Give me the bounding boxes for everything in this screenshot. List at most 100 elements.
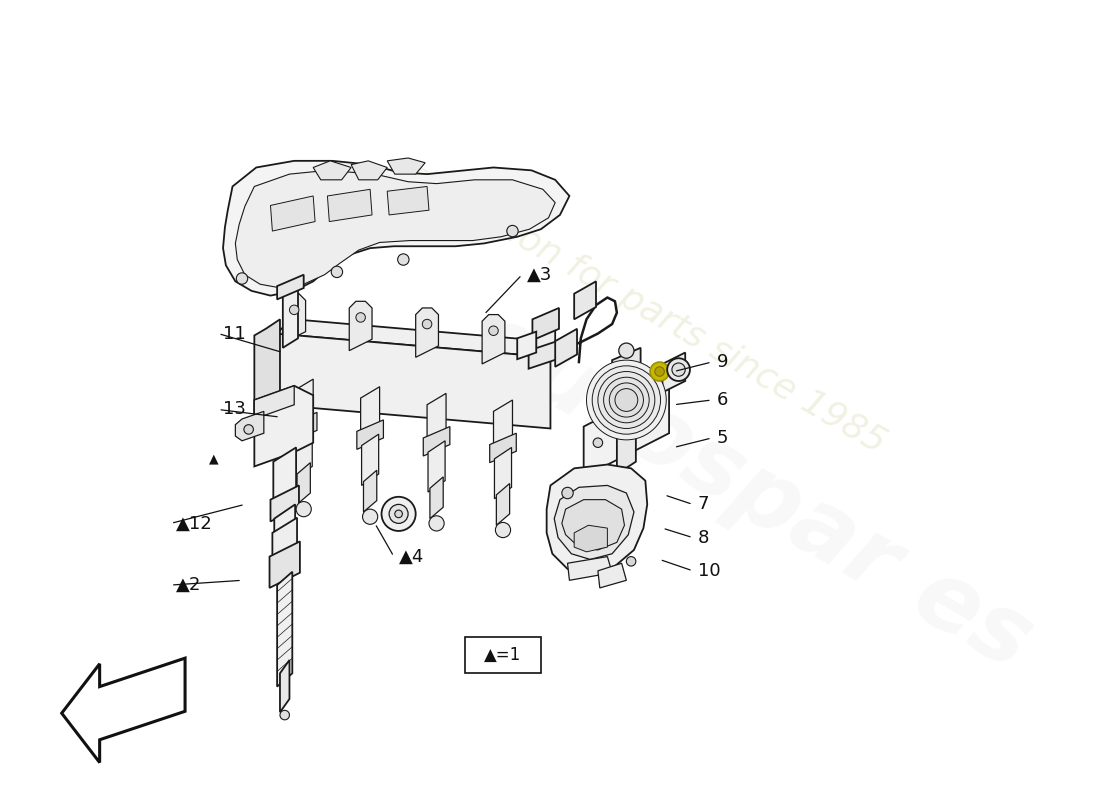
Polygon shape: [349, 302, 372, 350]
Text: 8: 8: [697, 529, 708, 546]
Polygon shape: [271, 196, 315, 231]
Circle shape: [615, 389, 638, 411]
Polygon shape: [223, 161, 570, 296]
Polygon shape: [536, 313, 556, 356]
Circle shape: [592, 366, 660, 434]
Polygon shape: [294, 379, 313, 430]
Polygon shape: [547, 465, 647, 573]
Circle shape: [422, 319, 432, 329]
Text: 11: 11: [223, 325, 245, 342]
Text: ▲: ▲: [209, 452, 218, 466]
Circle shape: [586, 360, 667, 440]
Polygon shape: [328, 190, 372, 222]
Polygon shape: [562, 500, 625, 550]
Polygon shape: [416, 308, 439, 358]
Polygon shape: [271, 486, 299, 522]
Polygon shape: [430, 477, 443, 518]
Circle shape: [507, 226, 518, 237]
Polygon shape: [387, 186, 429, 215]
Circle shape: [626, 557, 636, 566]
Polygon shape: [554, 486, 634, 559]
Polygon shape: [529, 339, 563, 369]
Circle shape: [672, 363, 685, 376]
Circle shape: [604, 378, 649, 422]
Circle shape: [296, 502, 311, 517]
Polygon shape: [482, 314, 505, 364]
Polygon shape: [351, 161, 387, 180]
Polygon shape: [496, 483, 509, 526]
Polygon shape: [277, 572, 293, 686]
Polygon shape: [362, 434, 378, 486]
Text: 5: 5: [716, 429, 728, 447]
Text: 9: 9: [716, 353, 728, 371]
Text: ▲=1: ▲=1: [484, 646, 521, 664]
Text: ▲4: ▲4: [398, 547, 424, 566]
Polygon shape: [612, 348, 640, 382]
Polygon shape: [532, 308, 559, 340]
Circle shape: [395, 510, 403, 518]
Polygon shape: [275, 319, 570, 358]
Circle shape: [593, 438, 603, 447]
Circle shape: [650, 362, 669, 381]
Circle shape: [382, 497, 416, 531]
Polygon shape: [270, 542, 300, 588]
FancyBboxPatch shape: [465, 638, 541, 674]
Circle shape: [389, 504, 408, 523]
Polygon shape: [283, 286, 298, 348]
Circle shape: [598, 371, 654, 429]
Polygon shape: [356, 420, 384, 450]
Polygon shape: [274, 504, 295, 566]
Circle shape: [654, 366, 664, 376]
Polygon shape: [235, 170, 556, 288]
Polygon shape: [490, 434, 516, 462]
Circle shape: [397, 254, 409, 266]
Polygon shape: [254, 319, 280, 424]
Circle shape: [488, 326, 498, 335]
Circle shape: [495, 522, 510, 538]
Polygon shape: [495, 447, 512, 498]
Text: 10: 10: [697, 562, 720, 580]
Polygon shape: [277, 274, 304, 299]
Polygon shape: [254, 386, 294, 419]
Polygon shape: [387, 158, 426, 174]
Polygon shape: [273, 447, 296, 509]
Polygon shape: [428, 441, 446, 492]
Polygon shape: [427, 394, 447, 445]
Polygon shape: [297, 462, 310, 504]
Polygon shape: [662, 353, 685, 393]
Circle shape: [356, 313, 365, 322]
Polygon shape: [361, 386, 379, 438]
Polygon shape: [295, 426, 312, 478]
Polygon shape: [273, 518, 297, 574]
Circle shape: [280, 710, 289, 720]
Polygon shape: [494, 400, 513, 451]
Polygon shape: [617, 421, 636, 474]
Polygon shape: [556, 329, 578, 366]
Text: eurospar es: eurospar es: [455, 294, 1047, 689]
Circle shape: [289, 305, 299, 314]
Polygon shape: [280, 660, 289, 712]
Polygon shape: [574, 526, 607, 552]
Polygon shape: [62, 658, 185, 762]
Polygon shape: [568, 557, 612, 580]
Text: ▲12: ▲12: [176, 514, 212, 532]
Text: ▲3: ▲3: [527, 266, 552, 284]
Polygon shape: [235, 411, 264, 441]
Text: 6: 6: [716, 391, 728, 409]
Circle shape: [363, 509, 377, 524]
Polygon shape: [584, 383, 669, 477]
Polygon shape: [314, 161, 351, 180]
Text: a passion for parts since 1985: a passion for parts since 1985: [403, 158, 892, 460]
Polygon shape: [424, 426, 450, 456]
Polygon shape: [275, 319, 294, 405]
Polygon shape: [598, 563, 626, 588]
Polygon shape: [275, 334, 550, 429]
Text: 7: 7: [697, 495, 710, 514]
Polygon shape: [290, 412, 317, 442]
Circle shape: [244, 425, 253, 434]
Circle shape: [236, 273, 248, 284]
Polygon shape: [283, 294, 306, 343]
Circle shape: [331, 266, 342, 278]
Circle shape: [619, 343, 634, 358]
Circle shape: [562, 487, 573, 498]
